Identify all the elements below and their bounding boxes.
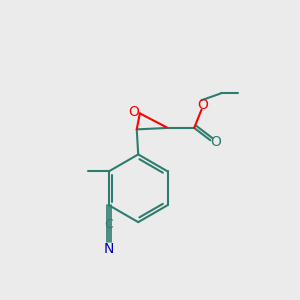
Text: O: O (210, 135, 221, 149)
Text: C: C (104, 218, 113, 231)
Text: O: O (198, 98, 208, 112)
Text: N: N (104, 242, 114, 256)
Text: O: O (128, 105, 139, 119)
